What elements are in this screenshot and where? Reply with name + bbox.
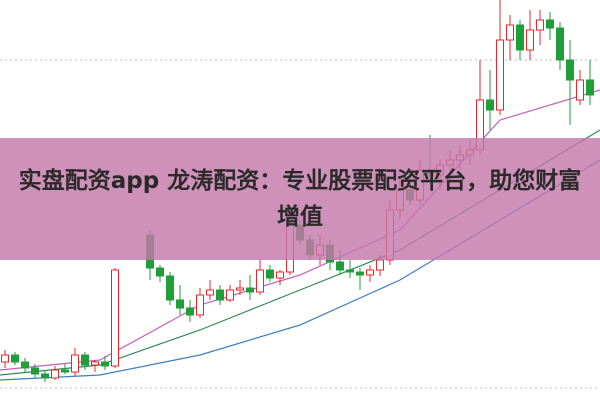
candle-body — [586, 79, 594, 96]
candle-body — [81, 354, 89, 366]
candle-body — [356, 271, 364, 276]
candle-body — [576, 79, 584, 101]
candle-body — [486, 99, 494, 111]
candle-body — [41, 373, 49, 379]
candle-body — [31, 367, 39, 375]
candle-body — [506, 24, 514, 41]
candle-body — [51, 369, 59, 379]
candle-body — [276, 271, 284, 279]
candle-body — [216, 289, 224, 301]
candle-body — [21, 361, 29, 369]
candle-body — [516, 24, 524, 51]
candle-body — [61, 369, 69, 373]
candle-body — [336, 261, 344, 271]
banner: 实盘配资app 龙涛配资：专业股票配资平台，助您财富增值 — [0, 138, 600, 260]
candle-body — [536, 19, 544, 31]
candle-body — [156, 267, 164, 277]
candle-body — [556, 27, 564, 61]
candle-body — [546, 19, 554, 29]
candle-body — [1, 354, 9, 363]
candle-body — [266, 269, 274, 279]
candle-body — [496, 39, 504, 111]
candle-body — [526, 29, 534, 51]
candle-body — [186, 307, 194, 316]
candle-body — [346, 269, 354, 273]
candle-body — [101, 361, 109, 367]
candle-body — [196, 294, 204, 316]
candle-body — [236, 287, 244, 291]
candle-body — [256, 269, 264, 293]
candle-body — [91, 361, 99, 366]
candle-body — [71, 354, 79, 373]
candle-body — [226, 289, 234, 301]
candle-body — [111, 269, 119, 367]
candle-body — [206, 289, 214, 296]
candle-body — [366, 269, 374, 276]
candle-body — [376, 259, 384, 271]
candle-body — [566, 59, 574, 81]
candle-body — [176, 299, 184, 309]
candle-body — [166, 275, 174, 301]
candle-body — [246, 287, 254, 293]
title: 实盘配资app 龙涛配资：专业股票配资平台，助您财富增值 — [18, 168, 582, 230]
candle-body — [11, 354, 19, 363]
moving-average — [0, 89, 600, 371]
